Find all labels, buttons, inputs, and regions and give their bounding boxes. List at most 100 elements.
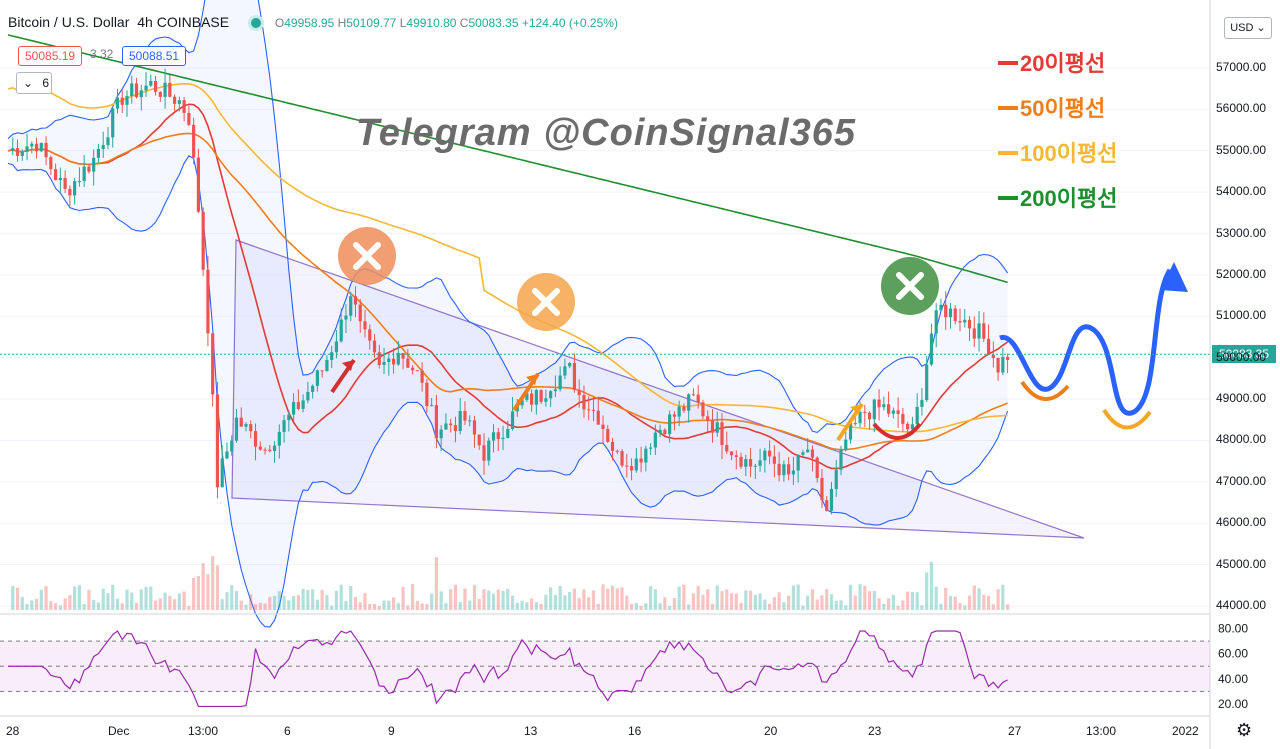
legend-swatch [998, 196, 1018, 200]
candle-body [425, 382, 429, 406]
volume-bar [320, 590, 324, 610]
price-tick-label: 53000.00 [1216, 225, 1267, 240]
candle-body [96, 148, 101, 158]
currency-select[interactable]: USD ⌄ [1224, 17, 1272, 39]
candle-body [644, 448, 648, 463]
candle-body [101, 145, 105, 149]
volume-bar [549, 587, 553, 610]
candle-body [796, 454, 800, 471]
candle-body [263, 449, 267, 451]
volume-bar [182, 591, 186, 610]
candle-body [168, 82, 172, 97]
volume-bar [311, 589, 315, 610]
candle-body [125, 96, 129, 105]
candle-body [986, 338, 991, 355]
legend-label: 20이평선 [1020, 51, 1106, 76]
volume-bar [863, 585, 867, 610]
volume-bar [54, 603, 58, 610]
volume-bar [953, 596, 957, 610]
candle-body [44, 142, 48, 158]
volume-bar [915, 592, 919, 610]
price-tick-label: 57000.00 [1216, 60, 1267, 74]
volume-bar [334, 590, 339, 610]
candle-body [77, 181, 81, 183]
candle-body [991, 354, 995, 358]
volume-bar [934, 586, 938, 610]
volume-bar [720, 591, 724, 610]
gear-icon[interactable]: ⚙ [1236, 720, 1253, 740]
legend-item: 100이평선 [998, 136, 1117, 168]
chevron-down-icon: ⌄ [23, 76, 34, 90]
volume-bar [487, 590, 491, 610]
volume-bar [134, 602, 139, 610]
candle-body [301, 400, 305, 409]
candle-body [772, 456, 776, 464]
candle-body [963, 319, 967, 323]
candle-body [558, 375, 562, 390]
volume-bar [315, 599, 319, 610]
candle-body [268, 449, 272, 452]
candle-body [896, 410, 900, 414]
candle-body [92, 157, 96, 172]
candle-body [715, 422, 719, 433]
volume-bar [763, 599, 767, 610]
volume-bar [972, 585, 976, 610]
candle-body [658, 429, 662, 433]
volume-bar [977, 588, 981, 610]
candle-body [948, 308, 953, 318]
rsi-tick-label: 60.00 [1218, 647, 1248, 661]
volume-bar [644, 603, 648, 610]
indicators-toggle[interactable]: ⌄ 6 [16, 72, 52, 94]
candle-body [368, 329, 372, 341]
price-tick-label: 48000.00 [1216, 432, 1267, 447]
close-icon [532, 288, 560, 316]
symbol-name[interactable]: Bitcoin / U.S. Dollar [8, 14, 130, 30]
volume-bar [192, 577, 196, 610]
candle-body [753, 465, 757, 467]
candle-body [544, 398, 548, 402]
volume-bar [848, 584, 853, 610]
price-tick-label: 56000.00 [1216, 101, 1267, 116]
volume-bar [858, 584, 862, 610]
volume-bar [382, 600, 386, 610]
volume-bar [939, 603, 943, 610]
indicator-count: 6 [42, 76, 50, 90]
volume-bar [506, 588, 510, 610]
volume-bar [244, 604, 248, 610]
candle-body [610, 441, 615, 451]
candle-body [553, 389, 557, 392]
candle-body [525, 393, 529, 400]
volume-bar [230, 585, 234, 610]
legend-label: 200이평선 [1020, 186, 1118, 211]
volume-bar [872, 591, 876, 610]
volume-bar [272, 595, 277, 610]
volume-bar [363, 593, 367, 610]
candle-body [663, 429, 667, 435]
rsi-tick-label: 40.00 [1218, 672, 1248, 686]
volume-bar [925, 572, 929, 610]
candle-body [729, 451, 734, 456]
candle-body [634, 458, 638, 471]
candle-body [996, 357, 1000, 373]
volume-bar [258, 602, 262, 610]
interval-label[interactable]: 4h [137, 14, 153, 30]
candle-body [49, 157, 53, 170]
volume-bar [496, 589, 500, 610]
volume-bar [948, 595, 953, 610]
candle-body [468, 420, 472, 422]
volume-bar [434, 557, 438, 610]
volume-bar [77, 585, 81, 610]
volume-bar [344, 600, 348, 610]
price-tick-label: 54000.00 [1216, 184, 1267, 199]
volume-bar [501, 590, 505, 610]
candle-body [653, 432, 657, 448]
volume-bar [206, 574, 210, 610]
volume-bar [829, 594, 834, 610]
candle-body [687, 394, 691, 411]
volume-bar [201, 563, 205, 610]
legend-item: 20이평선 [998, 46, 1105, 78]
candle-body [306, 391, 310, 401]
volume-bar [891, 594, 895, 610]
close-icon [353, 242, 381, 270]
